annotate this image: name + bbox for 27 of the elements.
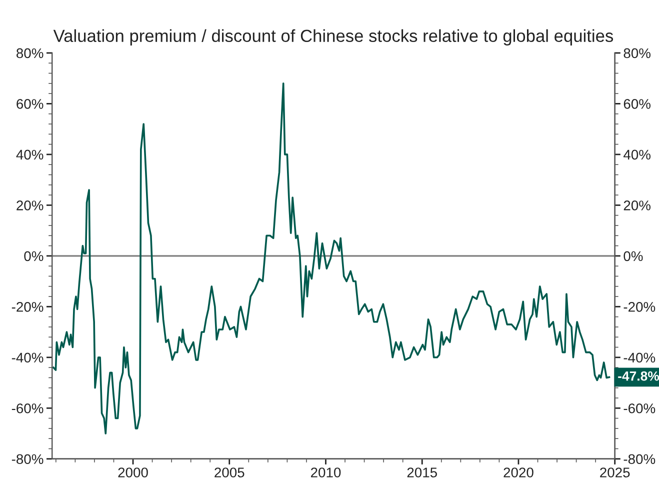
y-tick-label: 40% [16,150,44,160]
y-tick-label: 80% [16,48,44,58]
x-tick-label: 2000 [118,468,148,478]
y2-tick-label: 40% [624,150,650,160]
line-series [52,82,610,434]
x-tick-label: 2015 [407,468,437,478]
y2-tick-label: -20% [624,302,656,312]
y2-tick-label: 60% [624,99,650,109]
y-tick-label: -80% [12,454,44,464]
x-tick-label: 2025 [600,468,630,478]
x-tick-label: 2020 [504,468,534,478]
x-tick-label: 2005 [214,468,244,478]
chart-title: Valuation premium / discount of Chinese stocks relative to global equities [53,29,614,46]
y2-tick-label: 20% [624,200,650,210]
y-tick-label: -20% [12,302,44,312]
y2-tick-label: 0% [624,251,643,262]
y-tick-label: 20% [16,200,44,210]
y2-tick-label: 80% [624,48,650,58]
y2-tick-label: -40% [624,352,656,363]
y2-tick-label: -80% [624,454,656,464]
x-tick-label: 2010 [310,468,341,478]
annotation: -47.8% [618,371,659,381]
y-tick-label: -40% [12,352,44,363]
y-tick-label: 60% [16,99,44,109]
y2-tick-label: -60% [624,403,656,414]
y-tick-label: 0% [24,251,44,262]
y-tick-label: -60% [12,403,44,414]
